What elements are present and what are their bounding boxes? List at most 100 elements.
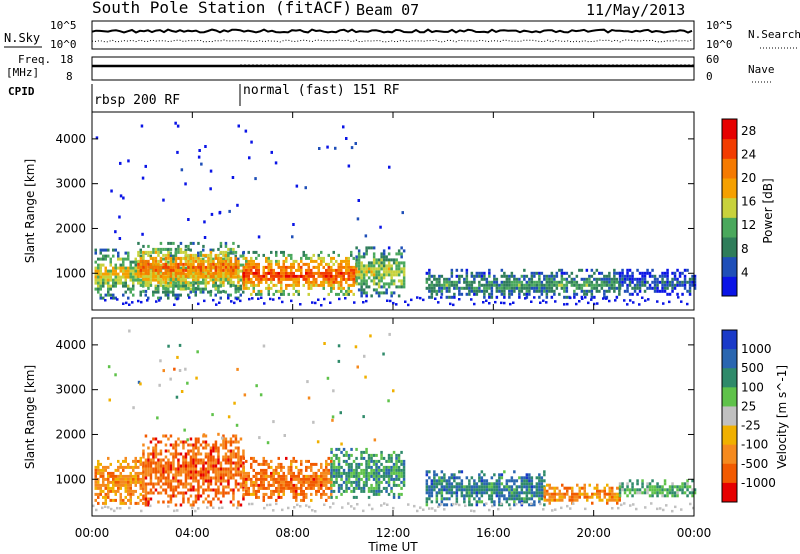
- heatmap-cell: [428, 268, 431, 272]
- heatmap-cell: [247, 286, 250, 290]
- heatmap-cell: [277, 271, 280, 275]
- heatmap-cell: [197, 449, 200, 453]
- heatmap-cell: [125, 301, 128, 305]
- heatmap-cell: [400, 468, 403, 472]
- heatmap-cell: [257, 292, 260, 296]
- heatmap-cell: [615, 295, 619, 299]
- heatmap-cell: [154, 278, 157, 282]
- heatmap-cell: [247, 280, 250, 284]
- heatmap-cell: [563, 492, 566, 496]
- heatmap-cell: [172, 283, 175, 287]
- heatmap-cell: [144, 497, 148, 501]
- heatmap-cell: [144, 458, 148, 462]
- heatmap-cell: [197, 259, 200, 263]
- heatmap-cell: [693, 274, 697, 278]
- heatmap-cell: [513, 488, 516, 492]
- heatmap-cell: [127, 254, 130, 258]
- heatmap-cell: [312, 265, 315, 269]
- heatmap-cell: [528, 485, 531, 489]
- heatmap-cell: [179, 473, 183, 477]
- heatmap-cell: [217, 497, 220, 501]
- heatmap-cell: [174, 247, 178, 251]
- heatmap-cell: [623, 491, 627, 495]
- heatmap-cell: [267, 283, 270, 287]
- heatmap-cell: [270, 492, 273, 496]
- heatmap-cell: [508, 488, 511, 492]
- heatmap-cell: [202, 278, 205, 282]
- heatmap-cell: [257, 477, 260, 481]
- heatmap-cell: [144, 271, 148, 275]
- heatmap-cell: [335, 271, 338, 275]
- heatmap-cell: [290, 465, 293, 469]
- heatmap-cell: [192, 286, 195, 290]
- heatmap-cell: [157, 265, 160, 269]
- heatmap-cell: [97, 272, 100, 276]
- heatmap-cell: [260, 292, 263, 296]
- heatmap-cell: [214, 467, 218, 471]
- heatmap-cell: [229, 277, 233, 281]
- heatmap-cell: [297, 277, 300, 281]
- heatmap-cell: [250, 259, 253, 263]
- heatmap-cell: [159, 464, 163, 468]
- heatmap-cell: [300, 265, 303, 269]
- y-tick-label: 1000: [55, 266, 86, 280]
- heatmap-cell: [578, 489, 581, 493]
- heatmap-cell: [488, 268, 491, 272]
- heatmap-cell: [199, 250, 203, 254]
- heatmap-cell: [342, 277, 345, 281]
- heatmap-cell: [565, 280, 569, 284]
- heatmap-cell: [425, 497, 429, 501]
- heatmap-cell: [352, 459, 356, 463]
- heatmap-cell: [285, 486, 288, 490]
- heatmap-cell: [488, 494, 491, 498]
- heatmap-cell: [305, 504, 308, 507]
- heatmap-cell: [302, 489, 305, 493]
- heatmap-cell: [395, 459, 398, 463]
- heatmap-cell: [295, 283, 298, 287]
- heatmap-cell: [355, 480, 358, 484]
- heatmap-cell: [260, 486, 263, 490]
- heatmap-cell: [247, 250, 250, 254]
- heatmap-cell: [345, 277, 348, 281]
- heatmap-cell: [124, 465, 127, 469]
- heatmap-cell: [395, 252, 398, 256]
- heatmap-cell: [680, 508, 683, 511]
- heatmap-cell: [117, 459, 120, 463]
- heatmap-cell: [144, 250, 148, 254]
- heatmap-cell: [104, 492, 107, 496]
- heatmap-cell: [192, 485, 195, 489]
- heatmap-cell: [533, 503, 536, 507]
- heatmap-cell: [192, 253, 195, 257]
- heatmap-cell: [327, 271, 330, 275]
- heatmap-cell: [362, 480, 366, 484]
- heatmap-cell: [219, 500, 223, 504]
- heatmap-cell: [119, 465, 122, 469]
- heatmap-cell: [119, 266, 122, 270]
- heatmap-cell: [209, 250, 213, 254]
- heatmap-cell: [267, 465, 270, 469]
- heatmap-cell: [114, 266, 117, 270]
- heatmap-cell: [468, 503, 471, 507]
- heatmap-cell: [523, 286, 526, 290]
- heatmap-cell: [345, 268, 348, 272]
- heatmap-cell: [162, 284, 165, 288]
- heatmap-cell: [535, 485, 539, 489]
- heatmap-cell: [94, 248, 97, 252]
- heatmap-cell: [147, 296, 150, 300]
- heatmap-cell: [561, 492, 564, 496]
- heatmap-cell: [443, 473, 446, 477]
- heatmap-cell: [192, 278, 195, 282]
- heatmap-cell: [164, 259, 168, 263]
- heatmap-cell: [593, 286, 596, 290]
- heatmap-cell: [107, 284, 110, 288]
- heatmap-cell: [345, 459, 348, 463]
- heatmap-cell: [370, 273, 373, 277]
- heatmap-cell: [275, 477, 278, 481]
- heatmap-cell: [237, 467, 240, 471]
- heatmap-cell: [199, 271, 203, 275]
- heatmap-cell: [485, 289, 489, 293]
- heatmap-cell: [354, 345, 358, 349]
- heatmap-cell: [290, 468, 293, 472]
- heatmap-cell: [390, 273, 393, 277]
- heatmap-cell: [174, 250, 178, 254]
